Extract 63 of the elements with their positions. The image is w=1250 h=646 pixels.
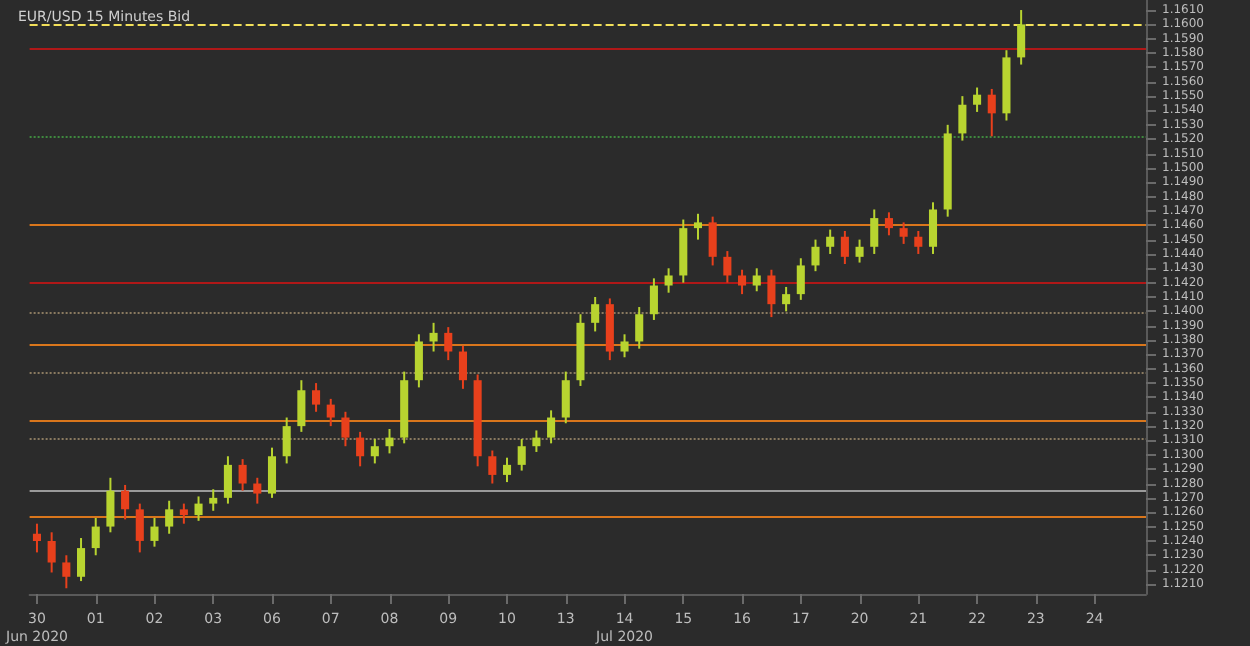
candlestick [811, 238, 820, 273]
candlestick [179, 502, 188, 525]
candlestick [150, 516, 159, 548]
candlestick [884, 211, 893, 237]
candlestick [605, 297, 614, 362]
candlestick [782, 285, 791, 313]
candlestick [547, 409, 556, 445]
candlestick [91, 516, 100, 557]
candlestick [62, 554, 71, 590]
candlestick [312, 382, 321, 413]
candlestick [826, 228, 835, 255]
candlestick [488, 449, 497, 485]
candlestick [635, 306, 644, 350]
candlestick [341, 410, 350, 448]
candlestick [32, 522, 42, 554]
candlestick [502, 456, 512, 484]
candlestick [708, 215, 717, 267]
candlestick [106, 476, 115, 534]
candlestick [532, 429, 541, 453]
candlestick [679, 218, 688, 284]
candlestick [928, 201, 938, 255]
candlestick [914, 230, 923, 255]
candlestick [194, 495, 203, 522]
candlestick [47, 531, 56, 574]
candlestick [282, 416, 291, 465]
candlestick [238, 458, 247, 492]
candlestick [385, 428, 394, 455]
candlestick [738, 268, 747, 296]
candlestick [693, 212, 703, 241]
candlestick [458, 344, 467, 390]
candlestick [664, 267, 673, 294]
candlestick [958, 95, 967, 142]
candlestick [723, 250, 732, 284]
candlestick [223, 455, 232, 505]
candlestick [76, 537, 86, 583]
candlestick [267, 446, 277, 499]
candlestick [253, 476, 262, 505]
candlestick [620, 333, 629, 359]
candlestick [1017, 9, 1026, 66]
candlestick [796, 257, 805, 301]
candlestick [429, 321, 438, 353]
candlestick [165, 499, 174, 535]
candlestick [899, 221, 908, 245]
candlestick [767, 268, 776, 319]
candlestick [326, 397, 335, 428]
candlestick [973, 86, 982, 113]
candlestick [870, 208, 879, 255]
candlestick [297, 379, 306, 433]
candlestick [752, 267, 761, 293]
candlestick [591, 296, 600, 333]
candlestick [444, 326, 453, 362]
candlestick [855, 238, 864, 264]
candlestick [121, 483, 130, 521]
candlestick [370, 438, 379, 465]
candlestick [209, 488, 218, 512]
candlestick [135, 502, 144, 554]
candlestick [840, 230, 849, 265]
candlestick [517, 438, 526, 472]
candlestick [414, 333, 423, 389]
candlestick [649, 277, 658, 321]
candlestick [987, 87, 996, 138]
candlestick [356, 430, 365, 468]
candlestick [561, 370, 570, 425]
